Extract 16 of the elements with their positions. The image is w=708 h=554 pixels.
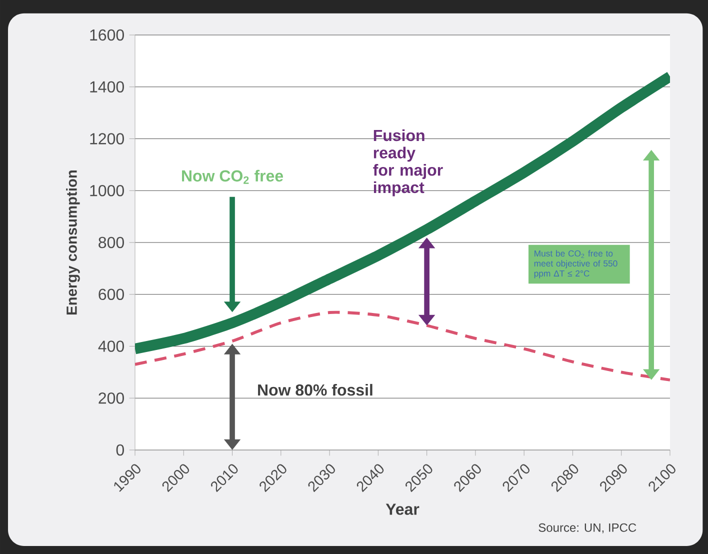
x-axis-title: Year [386, 504, 420, 515]
y-tick-label: 200 [98, 392, 124, 404]
line-series [135, 310, 670, 382]
y-tick-label: 1400 [90, 81, 124, 93]
source-note: Source: UN, IPCC [538, 523, 636, 534]
y-tick-label: 0 [116, 444, 124, 456]
y-tick-label: 1200 [90, 133, 124, 144]
annotation: Now CO$_{2}$ free [182, 170, 284, 184]
y-tick-label: 600 [98, 288, 124, 300]
y-tick-label: 800 [98, 236, 124, 248]
y-tick-label: 1000 [90, 184, 124, 196]
y-tick-label: 400 [98, 340, 124, 352]
y-axis-title: Energy consumption [66, 170, 80, 314]
annotation: Must be CO$_{2}$ free to meet objective of 550 ppm ΔT ≤ 2°C [534, 250, 618, 278]
y-tick-label: 1600 [90, 29, 124, 41]
annotation: Now 80% fossil [258, 384, 372, 396]
